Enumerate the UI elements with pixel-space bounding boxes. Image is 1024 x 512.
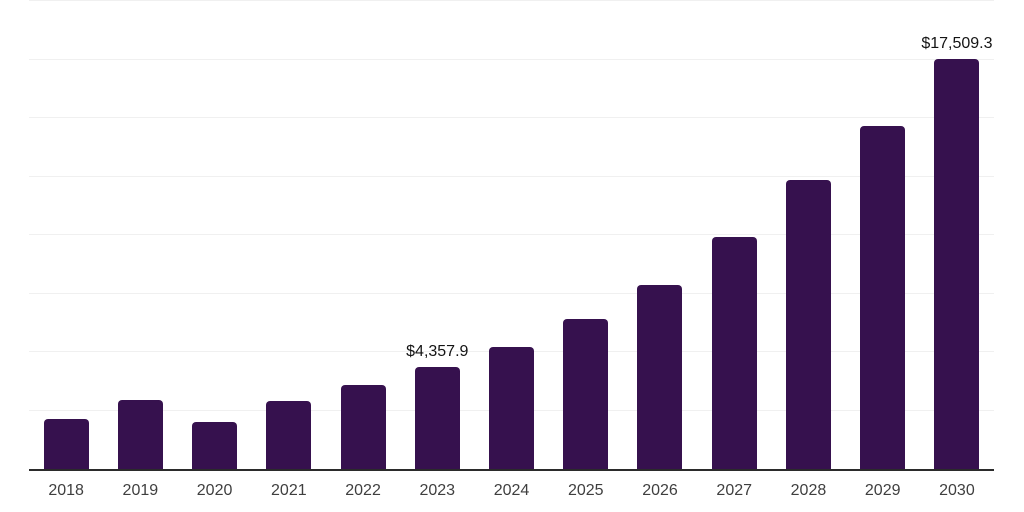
bar-value-label-2030: $17,509.3	[921, 35, 993, 53]
x-tick-2022: 2022	[345, 482, 381, 499]
x-tick-2026: 2026	[642, 482, 678, 499]
gridline-10000	[29, 234, 994, 235]
bars-row: $4,357.9 $17,509.3	[29, 1, 994, 469]
x-tick-2018: 2018	[48, 482, 84, 499]
bar-slot-2021	[252, 1, 326, 469]
bar-slot-2020	[177, 1, 251, 469]
bar-2024	[489, 347, 535, 469]
bar-2028	[785, 180, 831, 469]
bar-2027	[711, 237, 757, 469]
x-axis-tick-labels: 2018 2019 2020 2021 2022 2023 2024 2025 2026 2027…	[29, 483, 994, 499]
bar-2026	[637, 284, 683, 469]
bar-slot-2028	[771, 1, 845, 469]
bar-2019	[117, 399, 163, 469]
gridline-15000	[29, 117, 994, 118]
bar-value-label-2023: $4,357.9	[406, 343, 469, 361]
bar-2030	[934, 59, 980, 469]
bar-slot-2026	[623, 1, 697, 469]
bar-2021	[266, 401, 312, 469]
x-tick-2020: 2020	[196, 482, 233, 499]
x-tick-2023: 2023	[419, 482, 456, 499]
plot-area: $4,357.9 $17,509.3	[29, 0, 994, 469]
x-tick-2027: 2027	[716, 482, 753, 499]
bar-slot-2025	[549, 1, 623, 469]
bar-slot-2019	[103, 1, 177, 469]
bar-slot-2022	[326, 1, 400, 469]
gridline-20000	[29, 0, 994, 1]
x-tick-2019: 2019	[122, 482, 159, 499]
bar-2020	[192, 421, 238, 469]
bar-slot-2018	[29, 1, 103, 469]
x-tick-2021: 2021	[271, 482, 307, 499]
bar-slot-2030: $17,509.3	[920, 1, 994, 469]
x-axis-line	[29, 469, 994, 471]
x-tick-2024: 2024	[493, 482, 530, 499]
bar-2018	[43, 418, 89, 469]
gridline-17500	[29, 58, 994, 60]
bar-2022	[340, 385, 386, 469]
bar-slot-2029	[846, 1, 920, 469]
x-tick-2029: 2029	[864, 482, 901, 499]
gridline-12500	[29, 175, 994, 177]
x-tick-2030: 2030	[939, 482, 975, 499]
bar-2025	[563, 319, 609, 469]
bar-2029	[860, 126, 906, 469]
bar-slot-2024	[474, 1, 548, 469]
x-tick-2028: 2028	[790, 482, 827, 499]
x-tick-2025: 2025	[567, 482, 604, 499]
gridline-7500	[29, 292, 994, 294]
bar-slot-2027	[697, 1, 771, 469]
bar-slot-2023: $4,357.9	[400, 1, 474, 469]
bar-2023	[414, 367, 460, 469]
